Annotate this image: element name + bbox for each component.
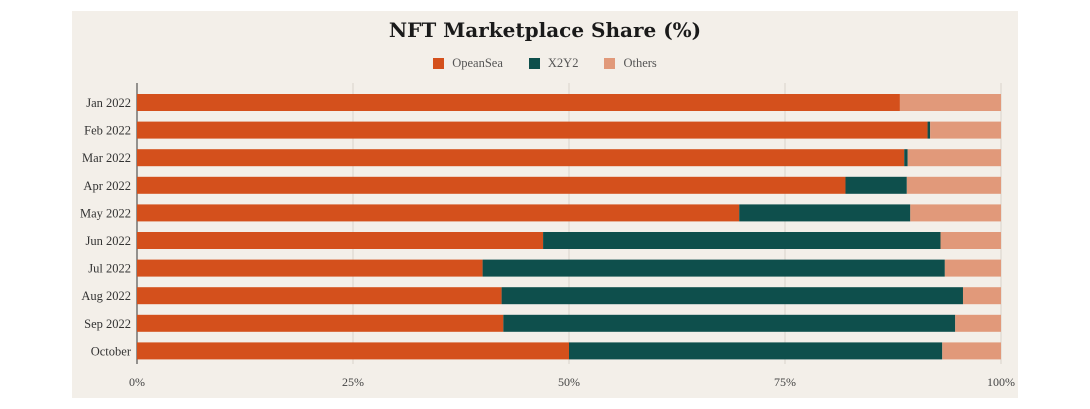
x-tick-label: 25%	[342, 375, 364, 389]
legend-item-x2y2: X2Y2	[528, 56, 579, 71]
bar-opeansea-8	[137, 287, 502, 305]
bar-x2y2-8	[501, 287, 963, 305]
bar-others-5	[910, 204, 1001, 222]
bar-others-1	[899, 94, 1001, 111]
y-tick-label: Feb 2022	[84, 124, 131, 138]
y-tick-label: Apr 2022	[83, 179, 131, 193]
x-tick-label: 50%	[558, 375, 580, 389]
y-tick-label: Jun 2022	[86, 234, 132, 248]
chart-legend: OpeanSea X2Y2 Others	[0, 56, 1090, 71]
bar-others-9	[955, 314, 1001, 332]
bar-others-4	[906, 176, 1001, 194]
y-tick-label: Aug 2022	[81, 289, 131, 303]
y-tick-label: Sep 2022	[84, 317, 131, 331]
bar-x2y2-2	[927, 121, 931, 139]
bar-others-8	[962, 287, 1001, 305]
y-tick-label: October	[91, 344, 132, 358]
legend-label-x2y2: X2Y2	[547, 56, 579, 70]
bar-x2y2-3	[904, 149, 908, 167]
bar-opeansea-7	[137, 259, 483, 277]
bar-opeansea-4	[137, 176, 846, 194]
legend-item-others: Others	[604, 56, 657, 71]
bar-x2y2-6	[543, 232, 941, 249]
bar-opeansea-3	[137, 149, 905, 167]
bar-x2y2-7	[482, 259, 945, 277]
bar-opeansea-5	[137, 204, 740, 222]
legend-swatch-opeansea	[433, 58, 445, 69]
bar-others-3	[907, 149, 1001, 167]
bar-others-7	[944, 259, 1001, 277]
bar-opeansea-10	[137, 342, 569, 360]
legend-label-others: Others	[623, 56, 657, 70]
bar-opeansea-9	[137, 314, 504, 332]
y-tick-label: Mar 2022	[82, 151, 131, 165]
x-tick-label: 75%	[774, 375, 796, 389]
bar-x2y2-9	[503, 314, 956, 332]
bar-others-2	[930, 121, 1001, 139]
bar-x2y2-4	[845, 176, 907, 194]
bar-opeansea-2	[137, 121, 928, 139]
bar-x2y2-10	[569, 342, 943, 360]
x-tick-label: 0%	[129, 375, 145, 389]
y-tick-label: Jan 2022	[86, 96, 131, 110]
bar-opeansea-1	[137, 94, 900, 111]
y-tick-label: Jul 2022	[88, 262, 131, 276]
legend-label-opeansea: OpeanSea	[452, 56, 503, 70]
legend-swatch-x2y2	[528, 58, 540, 69]
bar-others-6	[940, 232, 1001, 249]
x-tick-label: 100%	[987, 375, 1015, 389]
legend-swatch-others	[604, 58, 616, 69]
bar-x2y2-5	[739, 204, 911, 222]
bar-opeansea-6	[137, 232, 544, 249]
bar-others-10	[942, 342, 1001, 360]
legend-item-opeansea: OpeanSea	[433, 56, 503, 71]
chart-title: NFT Marketplace Share (%)	[388, 18, 702, 42]
y-tick-label: May 2022	[80, 206, 131, 220]
